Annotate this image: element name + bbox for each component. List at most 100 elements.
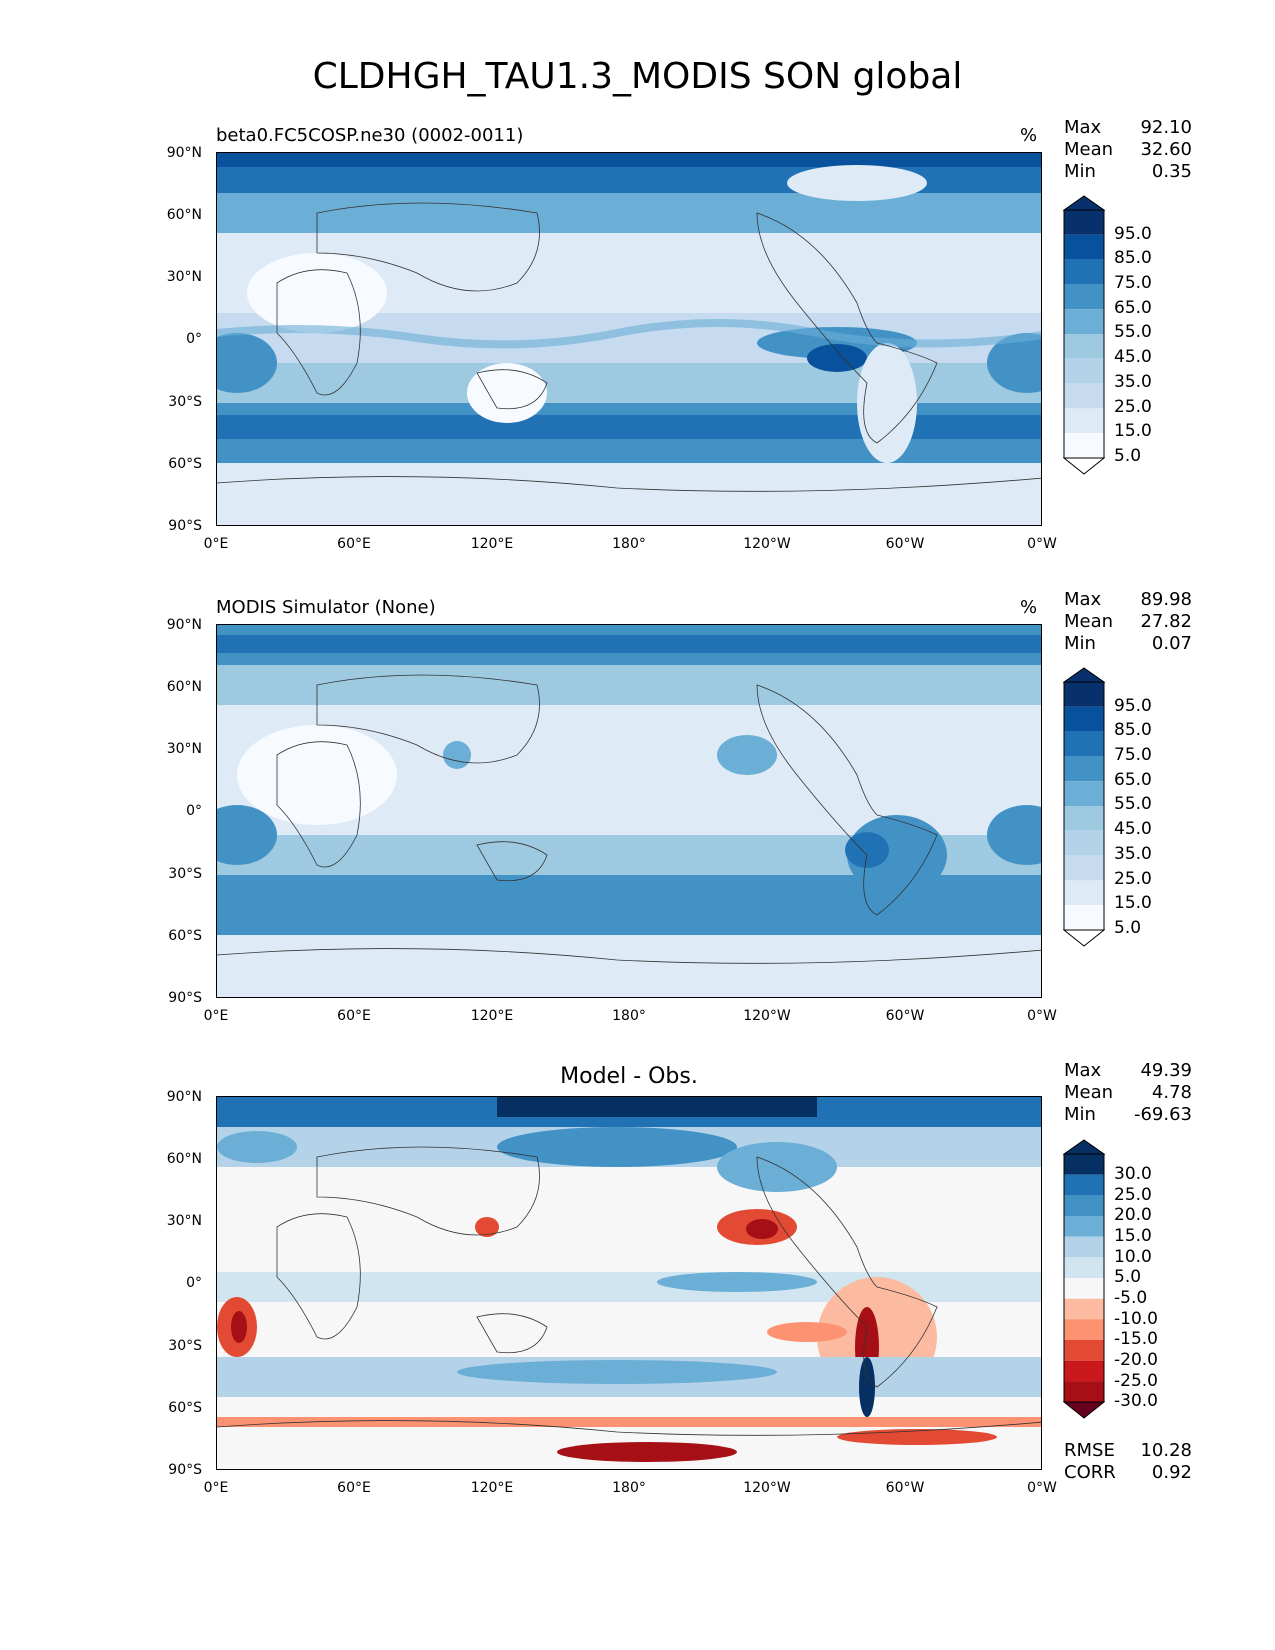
colorbar xyxy=(1062,666,1106,970)
x-tick-label: 0°W xyxy=(1027,1008,1057,1024)
colorbar-tick-label: 10.0 xyxy=(1114,1247,1152,1267)
x-tick-label: 180° xyxy=(612,536,646,552)
colorbar-tick-label: 15.0 xyxy=(1114,421,1152,441)
panel-model: beta0.FC5COSP.ne30 (0002-0011) % Max 92.1… xyxy=(0,0,1275,552)
panel-title: Model - Obs. xyxy=(560,1064,698,1089)
stat-label: Max xyxy=(1064,589,1102,610)
stat-value: 0.07 xyxy=(1151,633,1192,654)
figure-title: CLDHGH_TAU1.3_MODIS SON global xyxy=(312,56,963,97)
colorbar-tick-label: -20.0 xyxy=(1114,1350,1158,1370)
x-tick-label: 0°W xyxy=(1027,536,1057,552)
colorbar-tick-label: 30.0 xyxy=(1114,1164,1152,1184)
colorbar-tick-label: 5.0 xyxy=(1114,446,1142,466)
colorbar-tick-label: 25.0 xyxy=(1114,1185,1152,1205)
stat-value: 0.35 xyxy=(1151,161,1192,182)
x-tick-label: 120°W xyxy=(743,1480,791,1496)
colorbar-tick-label: -15.0 xyxy=(1114,1329,1158,1349)
x-tick-label: 0°E xyxy=(203,1008,229,1024)
x-tick-label: 60°E xyxy=(337,536,371,552)
x-tick-label: 120°E xyxy=(470,1008,514,1024)
y-tick-label: 90°N xyxy=(166,617,202,633)
y-tick-label: 30°S xyxy=(168,394,202,410)
colorbar-tick-label: -10.0 xyxy=(1114,1309,1158,1329)
stat-value: 4.78 xyxy=(1151,1082,1192,1103)
units-label: % xyxy=(1020,597,1038,618)
stat-label: Min xyxy=(1064,161,1096,182)
stat-label: Max xyxy=(1064,117,1102,138)
x-tick-label: 60°W xyxy=(885,536,925,552)
x-tick-label: 120°E xyxy=(470,1480,514,1496)
stat-label: Min xyxy=(1064,1104,1096,1125)
colorbar-tick-label: 55.0 xyxy=(1114,322,1152,342)
y-tick-label: 60°N xyxy=(166,679,202,695)
colorbar-tick-label: 95.0 xyxy=(1114,696,1152,716)
y-tick-label: 60°N xyxy=(166,207,202,223)
y-tick-label: 30°S xyxy=(168,866,202,882)
map-difference xyxy=(216,1096,1042,1470)
y-tick-label: 30°S xyxy=(168,1338,202,1354)
colorbar-tick-label: 15.0 xyxy=(1114,893,1152,913)
colorbar-tick-label: 20.0 xyxy=(1114,1205,1152,1225)
x-tick-label: 120°W xyxy=(743,1008,791,1024)
panel-observation: MODIS Simulator (None) % Max 89.98 Mean 27… xyxy=(0,0,1275,1024)
colorbar-tick-label: -5.0 xyxy=(1114,1288,1148,1308)
stat-label: Max xyxy=(1064,1060,1102,1081)
y-tick-label: 0° xyxy=(186,803,202,819)
map-model xyxy=(216,152,1042,526)
stat-value: 0.92 xyxy=(1151,1462,1192,1483)
stat-label: RMSE xyxy=(1064,1440,1115,1461)
y-tick-label: 90°N xyxy=(166,1089,202,1105)
colorbar-tick-label: 5.0 xyxy=(1114,1267,1142,1287)
colorbar-tick-label: 15.0 xyxy=(1114,1226,1152,1246)
x-tick-label: 60°E xyxy=(337,1008,371,1024)
panel-difference: Model - Obs. Max 49.39 Mean 4.78 Min -69.63 xyxy=(0,0,1275,1496)
y-tick-label: 30°N xyxy=(166,741,202,757)
x-tick-label: 180° xyxy=(612,1480,646,1496)
y-tick-label: 90°N xyxy=(166,145,202,161)
y-tick-label: 60°S xyxy=(168,1400,202,1416)
colorbar-tick-label: 75.0 xyxy=(1114,273,1152,293)
stat-value: 92.10 xyxy=(1140,117,1192,138)
colorbar-tick-label: 45.0 xyxy=(1114,347,1152,367)
x-tick-label: 60°W xyxy=(885,1008,925,1024)
panel-title: beta0.FC5COSP.ne30 (0002-0011) xyxy=(216,125,524,146)
y-tick-label: 0° xyxy=(186,331,202,347)
colorbar-tick-label: 45.0 xyxy=(1114,819,1152,839)
x-tick-label: 120°W xyxy=(743,536,791,552)
y-tick-label: 90°S xyxy=(168,990,202,1006)
y-tick-label: 60°S xyxy=(168,456,202,472)
stat-value: 49.39 xyxy=(1140,1060,1192,1081)
colorbar-tick-label: 35.0 xyxy=(1114,372,1152,392)
colorbar-tick-label: 35.0 xyxy=(1114,844,1152,864)
x-tick-label: 0°E xyxy=(203,1480,229,1496)
colorbar-tick-label: 25.0 xyxy=(1114,397,1152,417)
y-tick-label: 30°N xyxy=(166,269,202,285)
colorbar-tick-label: 85.0 xyxy=(1114,248,1152,268)
x-tick-label: 0°E xyxy=(203,536,229,552)
x-tick-label: 120°E xyxy=(470,536,514,552)
y-tick-label: 60°N xyxy=(166,1151,202,1167)
colorbar-tick-label: 65.0 xyxy=(1114,770,1152,790)
y-tick-label: 60°S xyxy=(168,928,202,944)
panel-title: MODIS Simulator (None) xyxy=(216,597,436,618)
stat-label: Mean xyxy=(1064,1082,1114,1103)
map-observation xyxy=(216,624,1042,998)
stat-label: Mean xyxy=(1064,139,1114,160)
colorbar-tick-label: 95.0 xyxy=(1114,224,1152,244)
stat-label: CORR xyxy=(1064,1462,1116,1483)
units-label: % xyxy=(1020,125,1038,146)
colorbar-tick-label: 85.0 xyxy=(1114,720,1152,740)
stat-value: 32.60 xyxy=(1140,139,1192,160)
x-tick-label: 60°E xyxy=(337,1480,371,1496)
colorbar xyxy=(1062,194,1106,498)
y-tick-label: 30°N xyxy=(166,1213,202,1229)
y-tick-label: 90°S xyxy=(168,1462,202,1478)
x-tick-label: 60°W xyxy=(885,1480,925,1496)
colorbar xyxy=(1062,1138,1106,1442)
x-tick-label: 0°W xyxy=(1027,1480,1057,1496)
y-tick-label: 0° xyxy=(186,1275,202,1291)
stat-value: -69.63 xyxy=(1133,1104,1192,1125)
y-tick-label: 90°S xyxy=(168,518,202,534)
stat-value: 10.28 xyxy=(1140,1440,1192,1461)
colorbar-tick-label: 75.0 xyxy=(1114,745,1152,765)
